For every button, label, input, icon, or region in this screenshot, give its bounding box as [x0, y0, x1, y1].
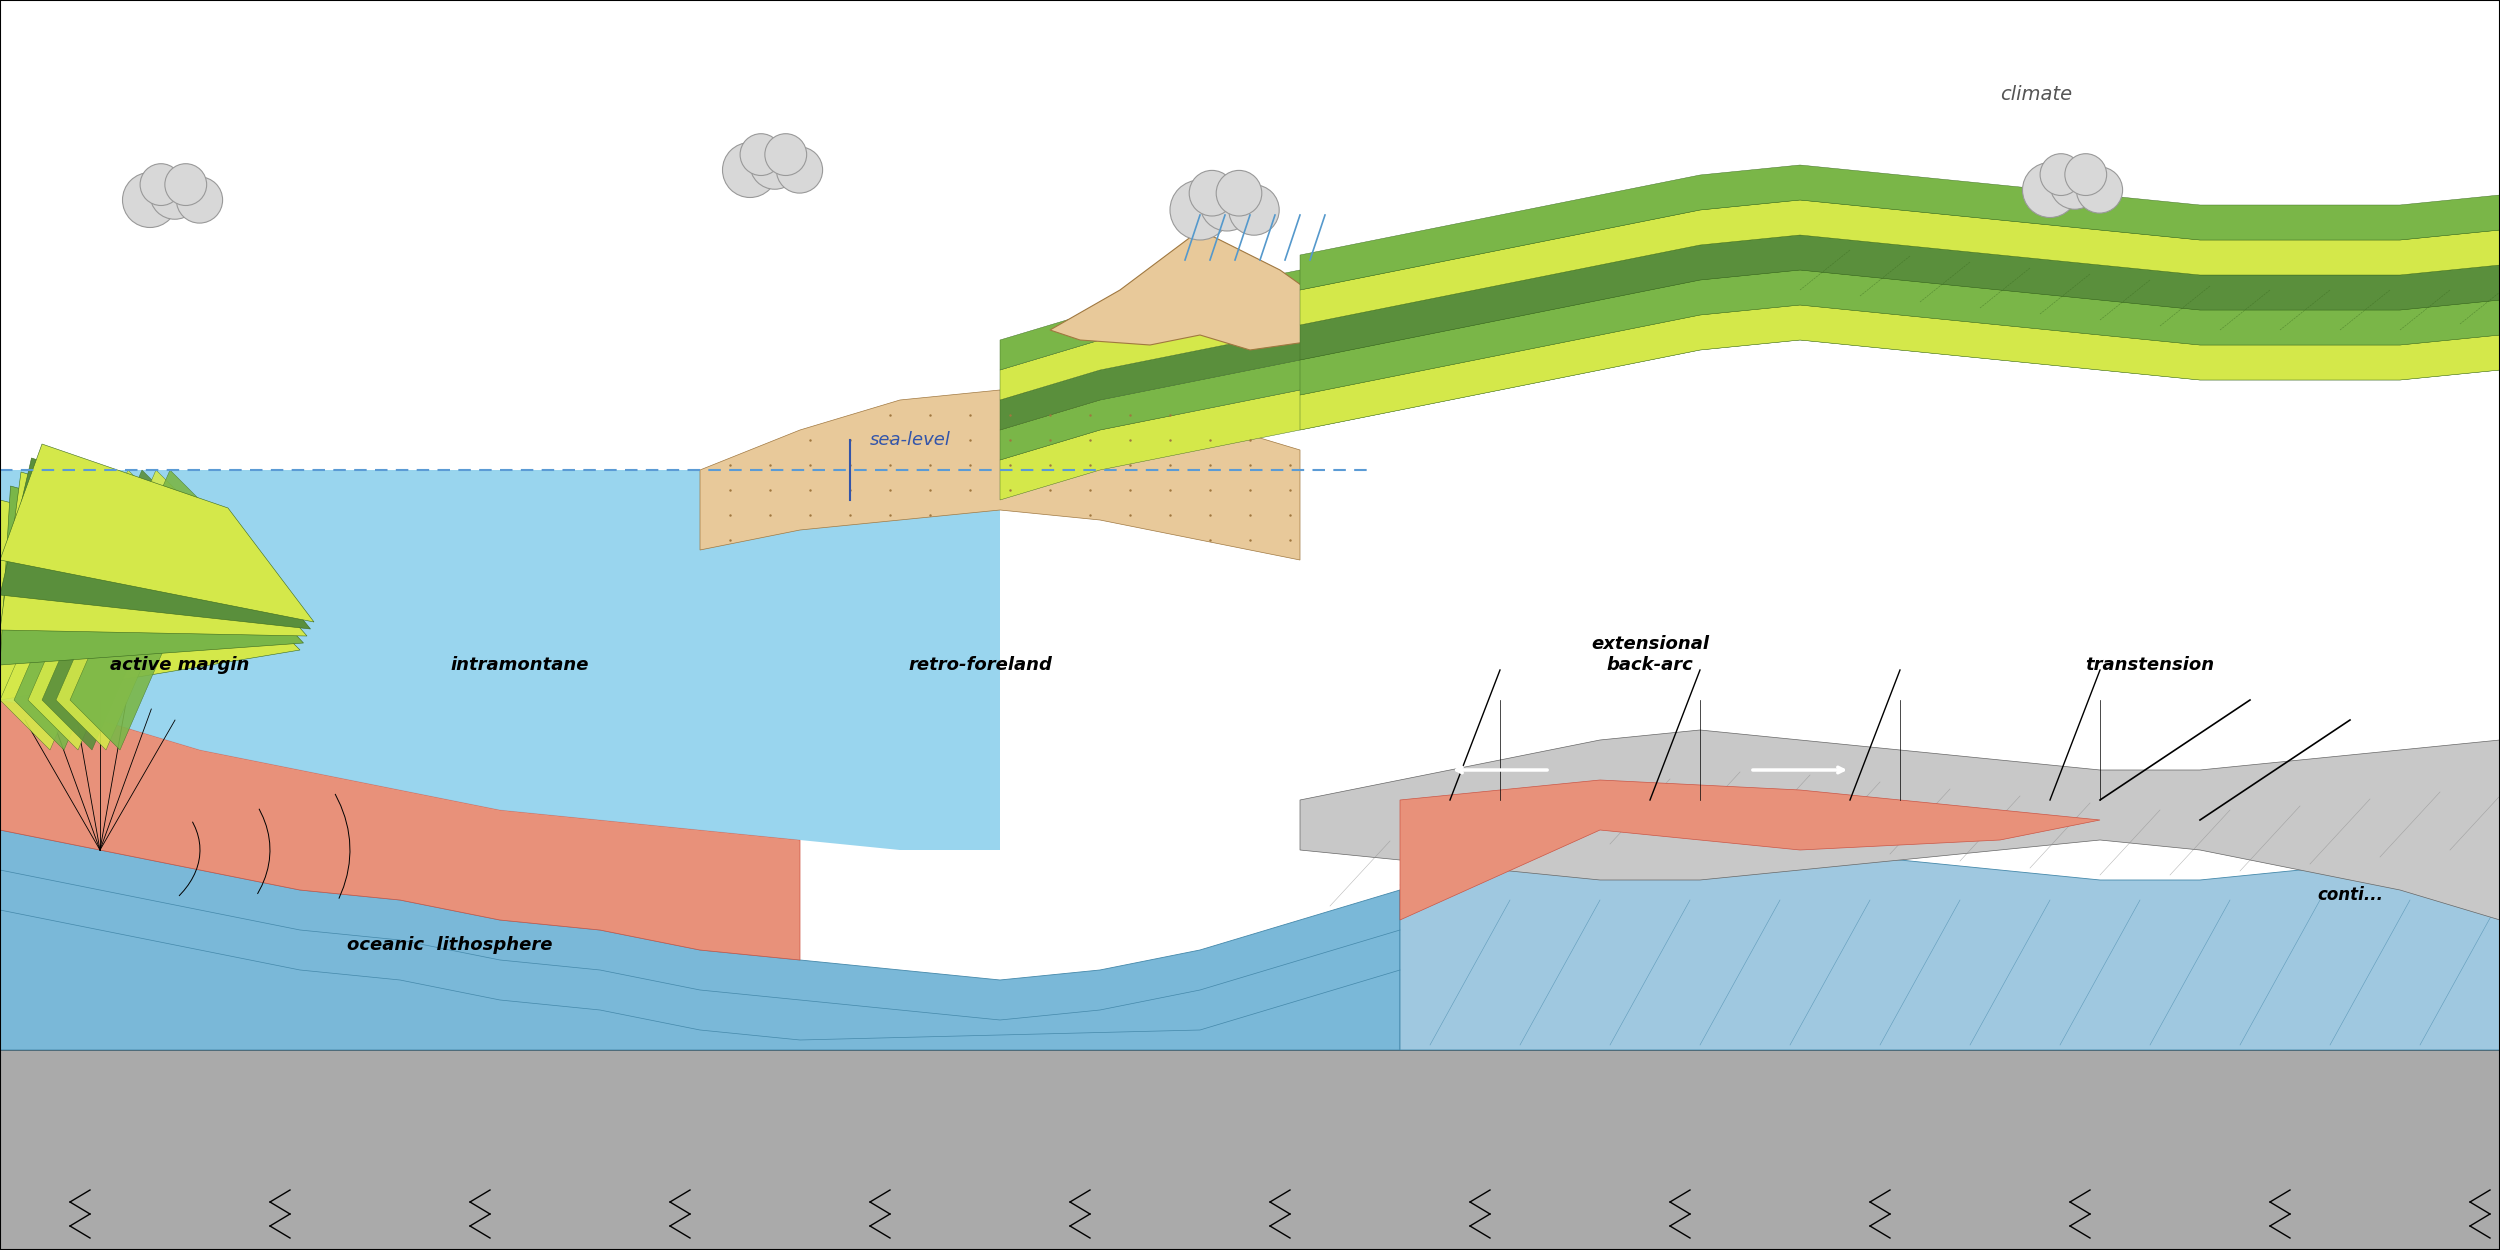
Circle shape [165, 164, 208, 205]
Polygon shape [1400, 780, 2100, 920]
Circle shape [778, 148, 822, 192]
Polygon shape [15, 470, 165, 750]
Polygon shape [1400, 840, 2500, 1050]
Circle shape [1215, 170, 1262, 216]
Text: retro-foreland: retro-foreland [908, 656, 1052, 674]
Text: transtension: transtension [2085, 656, 2215, 674]
Circle shape [2040, 154, 2082, 195]
Circle shape [2065, 154, 2108, 195]
Polygon shape [42, 470, 192, 750]
Circle shape [2050, 160, 2100, 209]
Circle shape [722, 142, 778, 198]
Polygon shape [1300, 165, 2500, 290]
Text: oceanic  lithosphere: oceanic lithosphere [348, 936, 552, 954]
Text: conti...: conti... [2318, 886, 2382, 904]
Circle shape [1170, 180, 1230, 240]
Polygon shape [1000, 300, 2500, 500]
Circle shape [765, 134, 808, 175]
Text: climate: climate [2000, 85, 2072, 104]
Circle shape [2078, 168, 2122, 212]
Polygon shape [1050, 230, 1350, 350]
Circle shape [140, 164, 182, 205]
Polygon shape [70, 470, 220, 750]
Circle shape [150, 170, 200, 219]
Text: sea-level: sea-level [870, 431, 950, 449]
Polygon shape [28, 470, 178, 750]
Polygon shape [0, 1050, 2500, 1250]
Circle shape [1200, 177, 1255, 231]
Circle shape [1230, 185, 1280, 235]
Polygon shape [0, 472, 308, 636]
Polygon shape [1300, 730, 2500, 920]
Text: active margin: active margin [110, 656, 250, 674]
Polygon shape [0, 458, 310, 629]
Polygon shape [1000, 240, 2500, 430]
Circle shape [740, 134, 782, 175]
Polygon shape [1300, 305, 2500, 430]
Polygon shape [55, 470, 205, 750]
Text: intramontane: intramontane [450, 656, 590, 674]
Polygon shape [1000, 210, 2500, 400]
Polygon shape [0, 444, 315, 622]
Polygon shape [700, 390, 1300, 560]
Polygon shape [0, 500, 300, 700]
Circle shape [177, 177, 222, 222]
Text: extensional
back-arc: extensional back-arc [1590, 635, 1710, 674]
Polygon shape [1000, 180, 2500, 370]
Polygon shape [1300, 270, 2500, 395]
Polygon shape [0, 470, 150, 750]
Polygon shape [1300, 235, 2500, 360]
Polygon shape [1300, 200, 2500, 325]
Polygon shape [0, 470, 1000, 850]
Polygon shape [0, 486, 302, 665]
Circle shape [2023, 162, 2078, 217]
Circle shape [1190, 170, 1235, 216]
Circle shape [122, 173, 177, 228]
Polygon shape [0, 700, 800, 960]
Polygon shape [1000, 270, 2500, 460]
Polygon shape [0, 830, 1400, 1050]
Circle shape [750, 140, 800, 189]
